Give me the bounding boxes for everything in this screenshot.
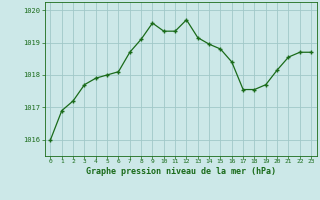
X-axis label: Graphe pression niveau de la mer (hPa): Graphe pression niveau de la mer (hPa)	[86, 167, 276, 176]
